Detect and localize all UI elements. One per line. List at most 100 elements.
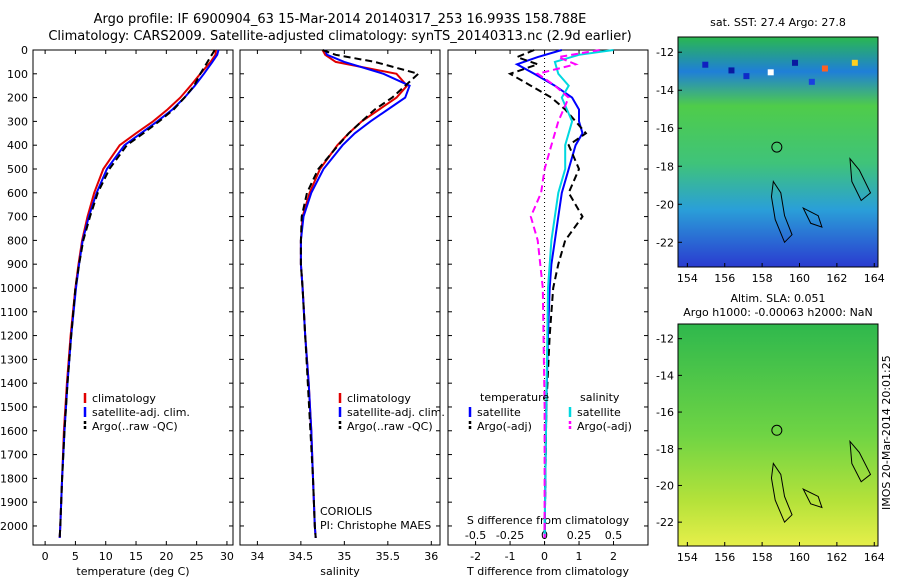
legend-heading: temperature <box>480 391 549 404</box>
x-tick-label: 5 <box>72 550 79 563</box>
top-tick-label: 0.5 <box>605 529 623 542</box>
map-y-tick-label: -18 <box>656 160 674 173</box>
map-x-tick-label: 154 <box>677 551 698 564</box>
map-y-tick-label: -18 <box>656 443 674 456</box>
x-tick-label: 10 <box>99 550 113 563</box>
profile-panel-1-frame <box>32 49 234 546</box>
sla-map-subtitle: Argo h1000: -0.00063 h2000: NaN <box>683 306 873 319</box>
y-tick-label: 1300 <box>0 353 28 366</box>
x-tick-label: -1 <box>505 550 516 563</box>
x-tick-label: 1 <box>576 550 583 563</box>
argo-position-marker <box>771 141 783 153</box>
y-tick-label: 2000 <box>0 520 28 533</box>
y-tick-label: 1800 <box>0 472 28 485</box>
top-tick-label: 0.25 <box>567 529 592 542</box>
x-tick-label: 34.5 <box>289 550 314 563</box>
argo-position-marker <box>771 424 783 436</box>
y-tick-label: 1400 <box>0 377 28 390</box>
x-tick-label: 25 <box>190 550 204 563</box>
map-y-tick-label: -12 <box>656 333 674 346</box>
chart-title-line1: Argo profile: IF 6900904_63 15-Mar-2014 … <box>93 12 587 27</box>
y-tick-label: 600 <box>7 187 28 200</box>
island-outline <box>802 488 823 509</box>
x-tick-label: 15 <box>129 550 143 563</box>
island-outline <box>849 439 872 483</box>
legend-label: satellite-adj. clim. <box>92 406 190 419</box>
x-tick-label: 0 <box>541 550 548 563</box>
series-line-3-2 <box>507 49 588 538</box>
sst-patch <box>792 59 799 66</box>
map-y-tick-label: -22 <box>656 236 674 249</box>
legend-label: Argo(..raw -QC) <box>347 420 433 433</box>
sst-patch <box>728 67 735 74</box>
map-y-tick-label: -16 <box>656 406 674 419</box>
island-outline <box>849 157 872 202</box>
y-tick-label: 1900 <box>0 496 28 509</box>
map-x-tick-label: 162 <box>826 272 847 285</box>
y-tick-label: 100 <box>7 68 28 81</box>
y-tick-label: 1100 <box>0 306 28 319</box>
series-line-1-1 <box>58 49 217 538</box>
sst-patch <box>808 78 815 85</box>
credit-coriolis: CORIOLIS <box>320 505 373 518</box>
y-tick-label: 500 <box>7 163 28 176</box>
profile-panel-2-frame <box>239 49 441 546</box>
y-tick-label: 0 <box>21 44 28 57</box>
x-axis-label: T difference from climatology <box>466 565 629 578</box>
y-tick-label: 1700 <box>0 449 28 462</box>
island-outline <box>770 180 793 244</box>
y-tick-label: 200 <box>7 92 28 105</box>
series-line-3-4 <box>529 49 600 538</box>
map-y-tick-label: -20 <box>656 198 674 211</box>
top-tick-label: -0.25 <box>496 529 524 542</box>
top-tick-label: -0.5 <box>465 529 486 542</box>
series-line-3-1 <box>514 49 584 538</box>
map-y-tick-label: -16 <box>656 122 674 135</box>
x-tick-label: 30 <box>220 550 234 563</box>
map-y-tick-label: -14 <box>656 369 674 382</box>
legend-label: climatology <box>347 392 411 405</box>
map-x-tick-label: 160 <box>789 272 810 285</box>
map-x-tick-label: 156 <box>714 272 735 285</box>
map-x-tick-label: 164 <box>864 272 885 285</box>
x-tick-label: 34 <box>250 550 264 563</box>
legend-label: satellite-adj. clim. <box>347 406 445 419</box>
x-tick-label: 35.5 <box>376 550 401 563</box>
x-tick-label: 0 <box>42 550 49 563</box>
y-tick-label: 1200 <box>0 330 28 343</box>
sst-map-title: sat. SST: 27.4 Argo: 27.8 <box>710 16 846 29</box>
x-axis-label: salinity <box>320 565 360 578</box>
profile-panel-3-frame <box>447 49 649 546</box>
chart-title-line2: Climatology: CARS2009. Satellite-adjuste… <box>48 29 632 44</box>
legend-label: Argo(..raw -QC) <box>92 420 178 433</box>
series-line-2-2 <box>299 49 411 538</box>
y-tick-label: 700 <box>7 211 28 224</box>
map-y-tick-label: -14 <box>656 84 674 97</box>
legend-label: climatology <box>92 392 156 405</box>
x-tick-label: 20 <box>159 550 173 563</box>
y-tick-label: 1000 <box>0 282 28 295</box>
series-line-2-3 <box>299 49 421 538</box>
x-tick-label: 35 <box>337 550 351 563</box>
sst-patch <box>851 59 858 66</box>
map-x-tick-label: 160 <box>789 551 810 564</box>
series-line-3-3 <box>543 49 614 538</box>
sst-patch <box>743 73 750 80</box>
map-x-tick-label: 164 <box>864 551 885 564</box>
y-tick-label: 300 <box>7 115 28 128</box>
map-y-tick-label: -20 <box>656 479 674 492</box>
series-line-1-2 <box>58 49 220 538</box>
sst-patch <box>821 65 828 72</box>
legend-heading: salinity <box>580 391 620 404</box>
x-tick-label: 2 <box>610 550 617 563</box>
map-y-tick-label: -22 <box>656 516 674 529</box>
x-axis-label: temperature (deg C) <box>76 565 189 578</box>
sst-patch <box>767 69 774 76</box>
map-y-tick-label: -12 <box>656 46 674 59</box>
legend-label: satellite <box>477 406 521 419</box>
x-tick-label: 36 <box>424 550 438 563</box>
legend-label: Argo(-adj) <box>577 420 632 433</box>
sst-patch <box>702 61 709 68</box>
y-tick-label: 400 <box>7 139 28 152</box>
